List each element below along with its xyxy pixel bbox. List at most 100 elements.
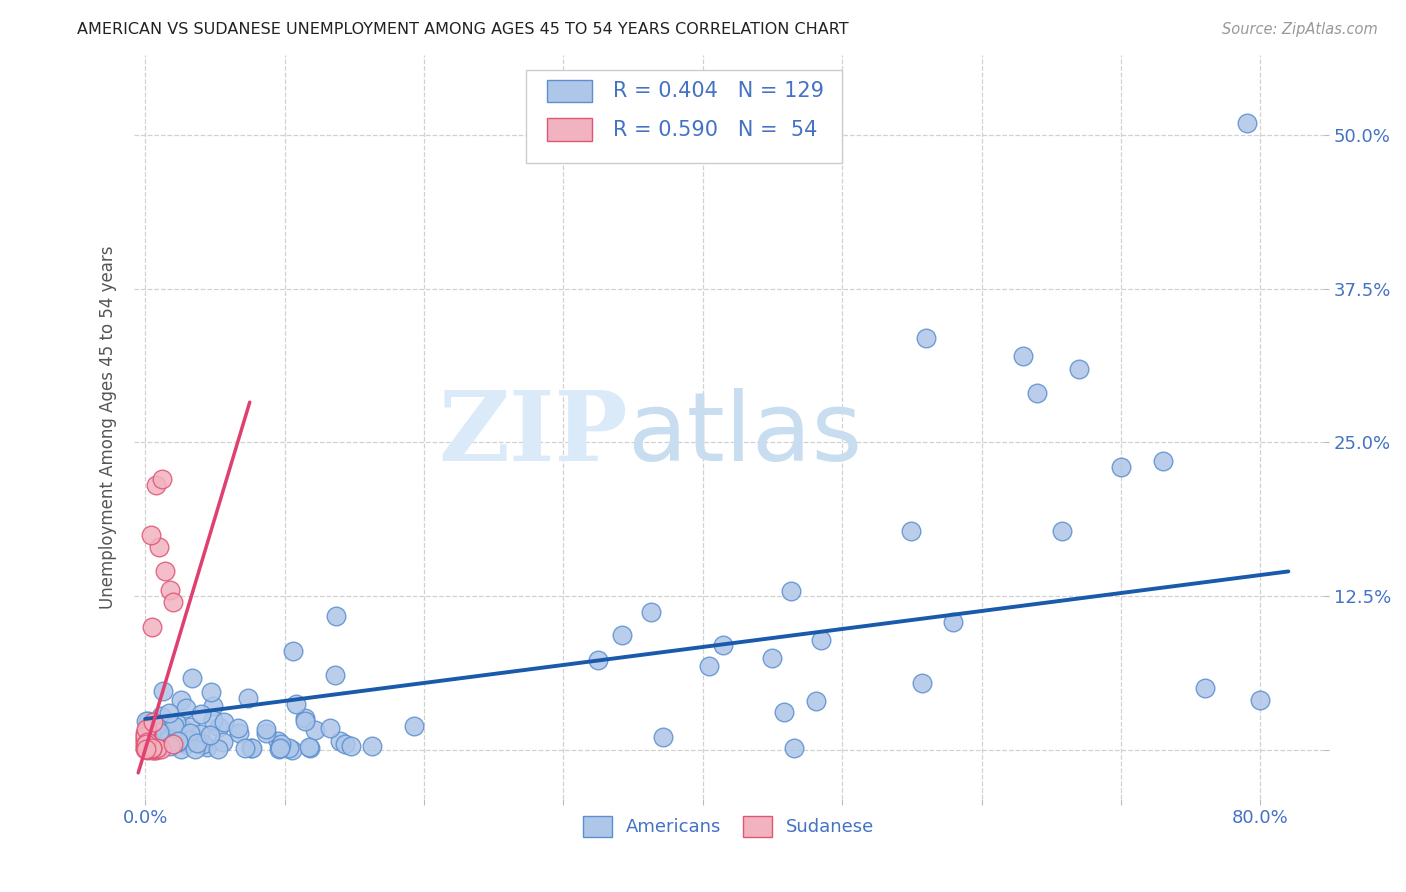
Point [136, 737, 159, 751]
Point [166, 734, 188, 748]
Point [139, 741, 162, 756]
Point [298, 739, 321, 754]
Point [135, 723, 157, 737]
Point [145, 719, 167, 733]
Point [135, 739, 157, 754]
Point [174, 701, 197, 715]
Point [159, 739, 181, 753]
Point [179, 719, 201, 733]
Point [135, 742, 157, 756]
Point [135, 735, 157, 749]
Point [325, 609, 347, 624]
Point [159, 582, 181, 597]
Point [136, 740, 159, 755]
FancyBboxPatch shape [547, 119, 592, 141]
Point [783, 741, 806, 756]
Point [162, 595, 184, 609]
Point [152, 730, 174, 744]
Point [915, 331, 938, 345]
Point [135, 740, 157, 755]
Point [299, 740, 322, 755]
Point [136, 734, 159, 748]
Text: Source: ZipAtlas.com: Source: ZipAtlas.com [1222, 22, 1378, 37]
Point [152, 734, 174, 748]
Point [150, 731, 173, 746]
Point [139, 527, 162, 541]
Point [148, 540, 170, 554]
Point [136, 731, 159, 745]
Point [142, 742, 165, 756]
Point [155, 736, 177, 750]
Point [135, 738, 157, 752]
Point [190, 727, 212, 741]
Point [1109, 459, 1132, 474]
Point [136, 739, 159, 754]
Point [152, 683, 174, 698]
Point [318, 722, 340, 736]
Point [143, 727, 166, 741]
Point [145, 717, 167, 731]
Point [226, 721, 249, 735]
Point [586, 653, 609, 667]
Point [911, 675, 934, 690]
Point [202, 699, 225, 714]
Point [138, 728, 160, 742]
Point [135, 740, 157, 755]
Point [166, 735, 188, 749]
Point [159, 718, 181, 732]
Point [165, 715, 187, 730]
Point [153, 565, 176, 579]
Point [236, 690, 259, 705]
Point [640, 605, 662, 619]
Point [612, 627, 634, 641]
Point [1050, 524, 1073, 538]
Point [135, 733, 157, 747]
Point [138, 739, 160, 753]
Point [141, 742, 163, 756]
Point [141, 734, 163, 748]
Point [135, 728, 157, 742]
Point [233, 740, 256, 755]
Point [179, 735, 201, 749]
Point [340, 739, 363, 753]
Point [145, 742, 167, 756]
Point [780, 583, 803, 598]
Point [294, 711, 316, 725]
Point [141, 741, 163, 756]
Point [1069, 361, 1091, 376]
Point [195, 740, 218, 755]
Point [135, 742, 157, 756]
Point [135, 714, 157, 728]
Point [810, 632, 832, 647]
Point [181, 671, 204, 685]
Point [207, 741, 229, 756]
Point [1026, 386, 1049, 401]
Point [281, 742, 304, 756]
Point [134, 741, 156, 756]
Point [135, 740, 157, 755]
Point [146, 728, 169, 742]
Point [156, 735, 179, 749]
Point [304, 723, 326, 737]
Point [191, 738, 214, 752]
Point [179, 726, 201, 740]
Point [323, 667, 346, 681]
Point [1249, 693, 1271, 707]
Point [135, 736, 157, 750]
Point [150, 709, 173, 723]
Point [142, 714, 165, 729]
Point [134, 740, 156, 755]
Point [169, 741, 191, 756]
Point [900, 524, 922, 539]
Point [186, 736, 208, 750]
Point [150, 472, 173, 486]
Point [153, 729, 176, 743]
Point [278, 741, 301, 756]
Text: ZIP: ZIP [439, 387, 627, 482]
Point [135, 723, 157, 737]
Point [284, 698, 307, 712]
Point [772, 705, 794, 719]
Text: AMERICAN VS SUDANESE UNEMPLOYMENT AMONG AGES 45 TO 54 YEARS CORRELATION CHART: AMERICAN VS SUDANESE UNEMPLOYMENT AMONG … [77, 22, 849, 37]
Point [170, 692, 193, 706]
Point [254, 723, 277, 737]
